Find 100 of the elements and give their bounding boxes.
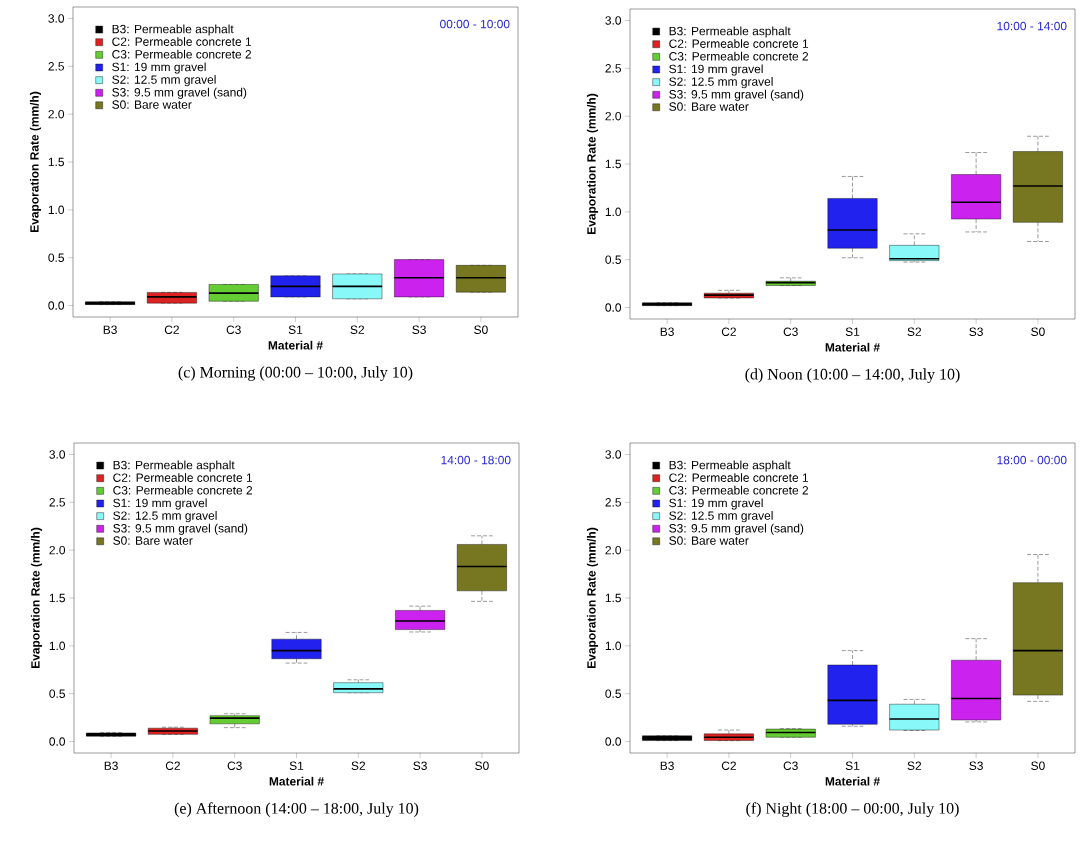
y-axis-title: Evaporation Rate (mm/h): [30, 527, 43, 668]
x-axis-title: Material #: [268, 340, 323, 350]
x-tick-label: B3: [104, 761, 118, 770]
legend-label: B3: Permeable asphalt: [113, 460, 235, 472]
x-tick-label: S3: [969, 761, 983, 770]
y-tick-label: 3.0: [605, 16, 622, 25]
annotation: 10:00 - 14:00: [997, 21, 1067, 31]
y-tick-label: 2.0: [605, 111, 622, 121]
x-tick-label: S2: [907, 327, 922, 336]
text: (f) Night (18:00 – 00:00, July 10): [746, 802, 959, 818]
y-tick-label: 0.5: [605, 689, 621, 698]
legend-label: S0: Bare water: [113, 536, 193, 545]
text: (e) Afternoon (14:00 – 18:00, July 10): [174, 802, 419, 818]
x-tick-label: C3: [783, 327, 798, 336]
x-tick-label: C2: [721, 761, 736, 770]
x-tick-label: S0: [474, 325, 488, 334]
legend-label: S3: 9.5 mm gravel (sand): [669, 89, 804, 101]
x-tick-label: B3: [103, 325, 117, 334]
x-tick-label: C3: [227, 761, 242, 770]
y-tick-label: 2.5: [605, 498, 621, 507]
x-tick-label: C2: [721, 327, 736, 336]
y-tick-label: 2.0: [48, 109, 65, 119]
legend-label: S3: 9.5 mm gravel (sand): [669, 523, 804, 535]
legend-label: C3: Permeable concrete 2: [113, 485, 253, 495]
legend-label: C3: Permeable concrete 2: [669, 485, 809, 495]
x-tick-label: B3: [660, 327, 674, 336]
x-tick-label: B3: [660, 761, 674, 770]
y-tick-label: 0.0: [605, 303, 622, 312]
y-axis-title: Evaporation Rate (mm/h): [586, 527, 599, 668]
x-tick-label: S2: [350, 325, 365, 334]
x-tick-label: S1: [845, 761, 860, 770]
annotation: 14:00 - 18:00: [441, 455, 511, 465]
legend-label: S1: 19 mm gravel: [113, 498, 207, 510]
legend-label: S1: 19 mm gravel: [669, 498, 763, 510]
y-tick-label: 2.5: [605, 64, 621, 73]
x-tick-label: S0: [475, 761, 489, 770]
y-tick-label: 1.5: [605, 159, 621, 169]
y-tick-label: 1.5: [49, 593, 65, 603]
x-tick-label: S2: [351, 761, 366, 770]
legend-label: C2: Permeable concrete 1: [669, 473, 809, 482]
legend-label: S3: 9.5 mm gravel (sand): [112, 87, 247, 99]
legend-label: B3: Permeable asphalt: [112, 24, 234, 36]
x-tick-label: S3: [412, 325, 426, 334]
x-axis-title: Material #: [825, 342, 880, 352]
x-tick-label: S1: [289, 761, 304, 770]
y-tick-label: 2.5: [48, 62, 64, 71]
x-tick-label: S0: [1031, 761, 1045, 770]
y-tick-label: 2.0: [49, 545, 66, 555]
legend-label: C2: Permeable concrete 1: [112, 37, 252, 46]
y-tick-label: 3.0: [48, 14, 65, 23]
y-tick-label: 1.0: [48, 205, 65, 215]
y-tick-label: 2.5: [49, 498, 65, 507]
text: (c) Morning (00:00 – 10:00, July 10): [178, 366, 413, 381]
y-tick-label: 2.0: [605, 545, 622, 555]
legend-label: B3: Permeable asphalt: [669, 460, 791, 472]
y-axis-title: Evaporation Rate (mm/h): [29, 91, 42, 232]
y-tick-label: 1.0: [605, 207, 622, 217]
legend-label: S2: 12.5 mm gravel: [112, 75, 216, 87]
y-tick-label: 0.0: [49, 737, 66, 746]
legend-label: S2: 12.5 mm gravel: [669, 511, 773, 523]
y-tick-label: 3.0: [605, 450, 622, 459]
x-axis-title: Material #: [825, 776, 880, 786]
legend-label: S2: 12.5 mm gravel: [113, 511, 217, 523]
x-axis-title: Material #: [269, 776, 324, 786]
legend-label: S1: 19 mm gravel: [669, 64, 763, 76]
legend-label: S0: Bare water: [112, 100, 192, 109]
y-tick-label: 1.5: [48, 157, 64, 167]
x-tick-label: S3: [969, 327, 983, 336]
legend-label: S3: 9.5 mm gravel (sand): [113, 523, 248, 535]
legend-label: C3: Permeable concrete 2: [112, 49, 252, 59]
legend-label: C2: Permeable concrete 1: [113, 473, 253, 482]
x-tick-label: C3: [226, 325, 241, 334]
annotation: 00:00 - 10:00: [440, 19, 510, 29]
x-tick-label: S1: [288, 325, 303, 334]
x-tick-label: C3: [783, 761, 798, 770]
legend-label: S2: 12.5 mm gravel: [669, 77, 773, 89]
annotation: 18:00 - 00:00: [997, 455, 1067, 465]
y-tick-label: 1.0: [605, 641, 622, 651]
legend-label: S0: Bare water: [669, 536, 749, 545]
y-tick-label: 0.0: [48, 301, 65, 310]
x-tick-label: S1: [845, 327, 860, 336]
y-axis-title: Evaporation Rate (mm/h): [586, 93, 599, 234]
x-tick-label: S2: [907, 761, 922, 770]
y-tick-label: 0.5: [605, 255, 621, 264]
legend-label: C3: Permeable concrete 2: [669, 51, 809, 61]
legend-label: B3: Permeable asphalt: [669, 26, 791, 38]
legend-label: S1: 19 mm gravel: [112, 62, 206, 74]
y-tick-label: 0.0: [605, 737, 622, 746]
text: (d) Noon (10:00 – 14:00, July 10): [745, 368, 960, 383]
legend-label: S0: Bare water: [669, 102, 749, 111]
legend-label: C2: Permeable concrete 1: [669, 39, 809, 48]
x-tick-label: C2: [165, 761, 180, 770]
y-tick-label: 1.0: [49, 641, 66, 651]
x-tick-label: S3: [413, 761, 427, 770]
y-tick-label: 1.5: [605, 593, 621, 603]
y-tick-label: 3.0: [49, 450, 66, 459]
x-tick-label: S0: [1031, 327, 1045, 336]
y-tick-label: 0.5: [49, 689, 65, 698]
y-tick-label: 0.5: [48, 253, 64, 262]
x-tick-label: C2: [164, 325, 179, 334]
